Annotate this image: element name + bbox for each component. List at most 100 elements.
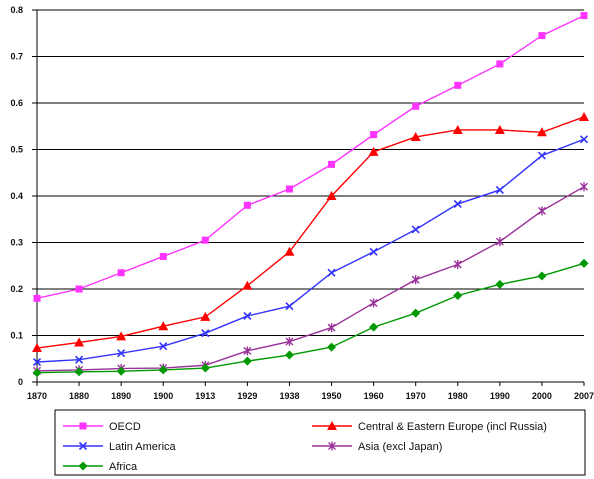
y-tick-label: 0.5 bbox=[10, 145, 23, 155]
data-point bbox=[454, 81, 462, 89]
y-tick-label: 0.3 bbox=[10, 238, 23, 248]
data-point bbox=[75, 285, 83, 293]
legend-label: Latin America bbox=[109, 441, 177, 453]
data-point bbox=[32, 343, 42, 353]
data-point bbox=[117, 269, 125, 277]
y-tick-label: 0.8 bbox=[10, 5, 23, 15]
data-point bbox=[116, 366, 126, 376]
data-point bbox=[327, 342, 337, 352]
data-point bbox=[370, 131, 378, 139]
data-point bbox=[327, 323, 336, 333]
data-point bbox=[78, 441, 88, 451]
x-tick-label: 1960 bbox=[364, 391, 384, 401]
y-tick-label: 0.6 bbox=[10, 98, 23, 108]
series-2 bbox=[32, 135, 589, 367]
data-point bbox=[537, 271, 547, 281]
data-point bbox=[285, 185, 293, 193]
x-tick-label: 1870 bbox=[27, 391, 47, 401]
data-point bbox=[328, 160, 336, 168]
data-point bbox=[285, 337, 294, 347]
data-point bbox=[74, 367, 84, 377]
series-3 bbox=[33, 182, 588, 376]
data-point bbox=[579, 258, 589, 268]
data-point bbox=[410, 131, 421, 141]
data-point bbox=[243, 346, 252, 356]
x-tick-label: 1970 bbox=[406, 391, 426, 401]
series-group bbox=[32, 12, 589, 378]
data-point bbox=[242, 280, 253, 290]
x-tick-label: 1990 bbox=[490, 391, 510, 401]
data-point bbox=[32, 368, 42, 378]
data-point bbox=[369, 247, 378, 256]
data-point bbox=[369, 322, 379, 332]
data-point bbox=[580, 182, 588, 192]
series-4 bbox=[32, 258, 589, 378]
x-tick-label: 2000 bbox=[532, 391, 552, 401]
data-point bbox=[32, 357, 42, 367]
legend-label: OECD bbox=[109, 421, 141, 433]
data-point bbox=[452, 124, 463, 134]
series-line bbox=[36, 116, 585, 349]
data-point bbox=[494, 124, 505, 134]
data-point bbox=[116, 331, 127, 341]
x-tick-label: 1900 bbox=[153, 391, 173, 401]
data-point bbox=[79, 422, 87, 430]
y-tick-label: 0 bbox=[18, 377, 23, 387]
legend-label: Africa bbox=[109, 461, 138, 473]
legend-label: Asia (excl Japan) bbox=[358, 441, 442, 453]
data-point bbox=[495, 237, 504, 247]
data-point bbox=[242, 356, 252, 366]
data-point bbox=[327, 268, 336, 277]
x-tick-label: 1890 bbox=[111, 391, 131, 401]
data-point bbox=[159, 252, 167, 260]
series-line bbox=[36, 262, 585, 374]
x-tick-label: 1880 bbox=[69, 391, 89, 401]
data-point bbox=[580, 12, 588, 20]
data-point bbox=[453, 291, 463, 301]
data-point bbox=[411, 225, 420, 234]
data-point bbox=[74, 337, 85, 347]
data-point bbox=[537, 206, 546, 216]
data-point bbox=[159, 342, 168, 351]
data-point bbox=[328, 441, 336, 451]
y-tick-label: 0.7 bbox=[10, 52, 23, 62]
data-point bbox=[327, 421, 337, 430]
data-point bbox=[201, 236, 209, 244]
x-axis-ticks: 1870 1880 1890 1900 1913 1929 1938 1950 1960 1970… bbox=[27, 382, 594, 401]
series-line bbox=[36, 138, 585, 363]
data-point bbox=[453, 259, 462, 269]
x-tick-label: 1938 bbox=[279, 391, 299, 401]
x-tick-label: 1950 bbox=[322, 391, 342, 401]
data-point bbox=[201, 329, 210, 338]
legend-label: Central & Eastern Europe (incl Russia) bbox=[358, 421, 547, 433]
data-point bbox=[495, 185, 504, 195]
gridlines bbox=[36, 9, 584, 383]
x-tick-label: 1913 bbox=[195, 391, 215, 401]
legend-item-3: Asia (excl Japan) bbox=[312, 441, 442, 453]
x-tick-label: 1980 bbox=[448, 391, 468, 401]
data-point bbox=[411, 308, 421, 318]
series-1 bbox=[32, 111, 589, 353]
data-point bbox=[158, 321, 169, 331]
data-point bbox=[117, 349, 126, 358]
data-point bbox=[75, 355, 84, 364]
y-axis-ticks: 0 0.1 0.2 0.3 0.4 0.5 0.6 0.7 0.8 bbox=[10, 5, 37, 387]
data-point bbox=[243, 311, 252, 321]
data-point bbox=[412, 102, 420, 110]
y-tick-label: 0.1 bbox=[10, 331, 23, 341]
data-point bbox=[496, 60, 504, 68]
data-point bbox=[453, 199, 462, 208]
data-point bbox=[158, 365, 168, 375]
data-point bbox=[78, 461, 88, 471]
data-point bbox=[368, 146, 379, 156]
data-point bbox=[579, 111, 589, 121]
y-tick-label: 0.2 bbox=[10, 284, 23, 294]
data-point bbox=[369, 298, 378, 308]
series-line bbox=[36, 14, 585, 299]
data-point bbox=[537, 151, 546, 160]
x-tick-label: 2007 bbox=[574, 391, 594, 401]
series-0 bbox=[33, 12, 588, 302]
data-point bbox=[284, 350, 294, 360]
legend: OECD Central & Eastern Europe (incl Russi… bbox=[54, 409, 586, 476]
